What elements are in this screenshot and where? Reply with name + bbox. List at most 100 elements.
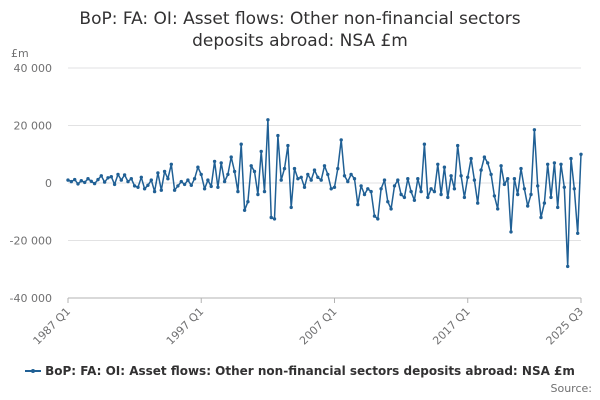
- data-point: [489, 172, 493, 177]
- data-point: [469, 156, 473, 161]
- data-point: [76, 182, 80, 186]
- data-point: [229, 155, 233, 159]
- data-point: [409, 189, 413, 194]
- data-point: [352, 177, 357, 181]
- data-point: [459, 174, 463, 178]
- data-point: [472, 178, 477, 182]
- data-point: [309, 178, 313, 182]
- data-point: [419, 189, 423, 194]
- data-point: [356, 202, 360, 207]
- data-point: [479, 168, 483, 172]
- data-point: [456, 143, 460, 148]
- data-point: [429, 187, 433, 191]
- data-point: [349, 172, 353, 177]
- data-point: [239, 142, 243, 146]
- data-point: [216, 185, 220, 189]
- data-point: [502, 182, 507, 187]
- data-point: [172, 188, 177, 192]
- data-point: [299, 175, 303, 179]
- data-point: [156, 171, 160, 175]
- data-point: [492, 194, 497, 198]
- x-tick-label: 2025 Q3: [544, 305, 587, 348]
- data-point: [292, 166, 297, 171]
- data-point: [579, 152, 583, 156]
- data-point: [256, 192, 260, 197]
- data-point: [249, 164, 253, 168]
- data-point: [269, 215, 273, 220]
- chart-title: BoP: FA: OI: Asset flows: Other non-fina…: [79, 9, 521, 51]
- data-point: [206, 178, 210, 182]
- data-point: [482, 155, 487, 159]
- data-point: [66, 178, 70, 182]
- data-point: [262, 189, 267, 194]
- data-point: [202, 187, 207, 191]
- data-point: [109, 175, 114, 179]
- data-point: [466, 175, 470, 179]
- data-point: [339, 138, 343, 142]
- data-point: [69, 179, 74, 184]
- data-point: [546, 162, 550, 166]
- x-tick-label: 1997 Q1: [164, 305, 207, 348]
- data-point: [496, 207, 500, 211]
- data-point: [209, 184, 213, 189]
- data-point: [399, 192, 403, 197]
- data-point: [79, 179, 84, 183]
- data-point: [359, 184, 363, 188]
- data-point: [552, 161, 557, 165]
- data-point: [289, 205, 293, 210]
- y-tick-label: 20 000: [14, 120, 53, 133]
- data-point: [266, 118, 270, 122]
- data-point: [212, 159, 217, 164]
- data-point: [219, 161, 223, 165]
- data-point: [372, 214, 377, 218]
- data-point: [272, 217, 277, 221]
- data-point: [536, 184, 540, 188]
- data-point: [226, 172, 230, 177]
- data-point: [99, 174, 104, 178]
- data-point: [389, 207, 393, 211]
- series-line: [67, 119, 582, 268]
- data-point: [286, 143, 290, 148]
- data-point: [432, 189, 437, 194]
- data-point: [332, 185, 337, 189]
- x-axis: 1987 Q1 1997 Q1 2007 Q1 2017 Q1 2025 Q3: [31, 297, 587, 348]
- data-point: [182, 182, 187, 187]
- data-point: [316, 175, 320, 179]
- data-point: [376, 217, 380, 221]
- data-point: [396, 178, 400, 182]
- data-point: [196, 165, 200, 169]
- data-point: [142, 187, 147, 191]
- data-point: [106, 176, 110, 180]
- data-point: [556, 205, 560, 210]
- y-tick-label: -40 000: [10, 292, 52, 305]
- y-axis: -40 000 -20 000 0 20 000 40 000: [10, 62, 52, 305]
- data-point: [169, 162, 173, 166]
- data-point: [442, 165, 447, 169]
- data-point: [336, 166, 340, 171]
- data-point: [576, 231, 580, 235]
- data-point: [232, 169, 237, 174]
- y-unit-label: £m: [11, 47, 29, 60]
- data-point: [149, 178, 153, 182]
- data-point: [116, 172, 120, 177]
- data-point: [549, 195, 553, 200]
- data-point: [122, 173, 127, 177]
- data-point: [562, 185, 566, 189]
- data-point: [446, 195, 450, 200]
- data-point: [92, 181, 97, 186]
- data-point: [166, 177, 170, 181]
- data-point: [462, 195, 467, 200]
- data-point: [159, 188, 163, 192]
- data-point: [422, 142, 427, 146]
- data-point: [242, 208, 247, 212]
- data-point: [252, 169, 257, 174]
- data-point: [306, 172, 310, 177]
- data-point: [452, 187, 457, 191]
- data-point: [379, 187, 383, 191]
- data-point: [192, 177, 197, 181]
- x-tick-label: 2017 Q1: [430, 305, 473, 348]
- data-point: [162, 169, 167, 174]
- data-point: [522, 187, 527, 191]
- data-point: [506, 177, 510, 181]
- data-point: [102, 180, 107, 184]
